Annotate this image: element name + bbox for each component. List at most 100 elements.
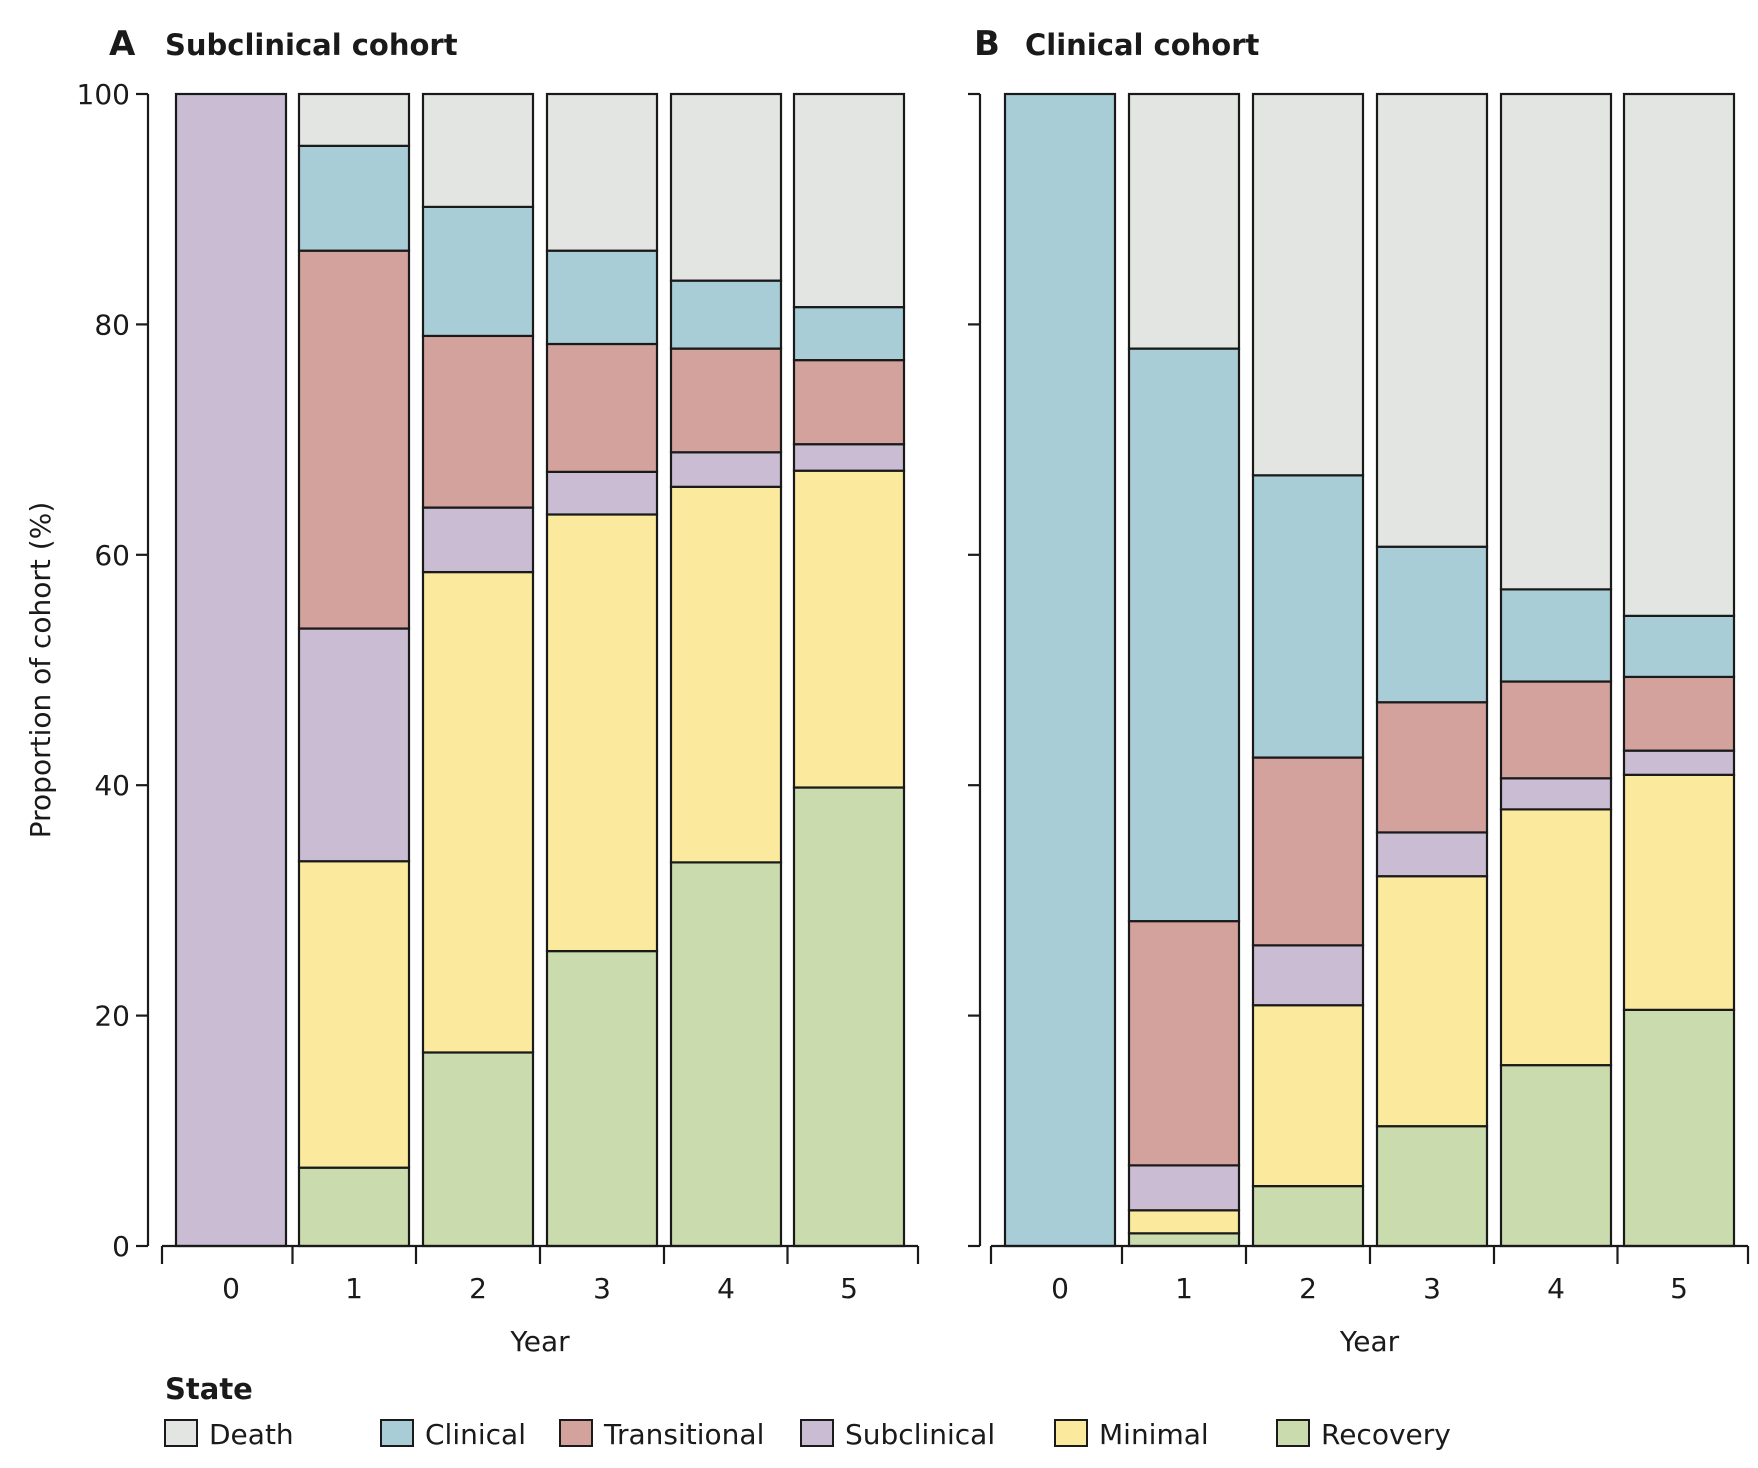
bar-segment-minimal-4 [669,485,783,864]
x-tick-label-4: 4 [1547,1272,1565,1305]
bar-segment-minimal-2 [1251,1004,1365,1188]
bar-segment-clinical-2 [1251,474,1365,759]
bar-segment-recovery-3 [545,949,659,1248]
bar-segment-clinical-2 [421,205,535,338]
legend-label-death: Death [209,1418,294,1451]
legend-swatch-clinical [380,1419,414,1447]
y-tick-label-100: 100 [77,78,130,111]
y-axis-title: Proportion of cohort (%) [24,502,57,839]
bar-segment-subclinical-0 [174,92,288,1248]
bar-segment-clinical-3 [1375,545,1489,704]
bar-segment-transitional-3 [545,342,659,473]
panel-b: B Clinical cohort 0 1 2 3 4 5 Year [968,24,1750,1358]
legend-swatch-recovery [1276,1419,1310,1447]
bar-segment-minimal-2 [421,570,535,1054]
bar-segment-clinical-4 [669,279,783,350]
bar-segment-death-3 [545,92,659,252]
bar-segment-death-1 [297,92,411,147]
bar-segment-death-4 [669,92,783,282]
bar-segment-recovery-2 [421,1051,535,1248]
x-tick-label-4: 4 [717,1272,735,1305]
legend-label-minimal: Minimal [1099,1418,1209,1451]
bar-segment-minimal-5 [1622,773,1736,1011]
x-axis-title: Year [1339,1325,1400,1358]
legend-label-clinical: Clinical [425,1418,526,1451]
y-tick-label-0: 0 [112,1230,130,1263]
bar-segment-clinical-4 [1499,588,1613,683]
legend-label-recovery: Recovery [1321,1418,1451,1451]
legend-label-subclinical: Subclinical [845,1418,995,1451]
x-axis-title: Year [509,1325,570,1358]
bar-segment-clinical-1 [1127,347,1241,923]
bar-segment-transitional-4 [669,347,783,454]
bar-segment-transitional-2 [1251,756,1365,947]
legend-swatch-minimal [1054,1419,1088,1447]
bar-segment-death-5 [792,92,906,309]
bar-segment-clinical-5 [1622,614,1736,679]
bar-segment-death-5 [1622,92,1736,617]
bar-segment-transitional-1 [297,249,411,630]
legend-swatch-death [164,1419,198,1447]
bar-segment-minimal-3 [1375,875,1489,1128]
bar-segment-transitional-2 [421,334,535,509]
legend-swatch-transitional [559,1419,593,1447]
x-tick-label-2: 2 [469,1272,487,1305]
bar-segment-minimal-1 [1127,1209,1241,1235]
legend-label-transitional: Transitional [603,1418,764,1451]
bar-segment-recovery-4 [1499,1064,1613,1248]
bar-segment-recovery-4 [669,861,783,1248]
x-tick-label-0: 0 [1051,1272,1069,1305]
bar-segment-transitional-3 [1375,701,1489,834]
bar-segment-transitional-5 [1622,675,1736,752]
bar-segment-recovery-5 [792,786,906,1248]
bar-segment-recovery-5 [1622,1008,1736,1248]
bar-segment-minimal-5 [792,469,906,789]
bar-segment-recovery-1 [297,1166,411,1248]
bar-segment-subclinical-1 [297,627,411,863]
bar-segment-clinical-3 [545,249,659,346]
x-tick-label-2: 2 [1299,1272,1317,1305]
bar-segment-transitional-4 [1499,680,1613,780]
x-tick-label-0: 0 [222,1272,240,1305]
bar-segment-subclinical-4 [669,451,783,488]
bar-segment-recovery-1 [1127,1232,1241,1248]
bar-segment-transitional-1 [1127,920,1241,1167]
bar-segment-recovery-2 [1251,1184,1365,1248]
bar-segment-subclinical-3 [1375,831,1489,878]
bar-segment-death-2 [1251,92,1365,477]
bar-segment-subclinical-3 [545,470,659,516]
bar-segment-clinical-1 [297,144,411,252]
bar-segment-clinical-5 [792,306,906,362]
bar-segment-minimal-3 [545,513,659,953]
bar-segment-death-2 [421,92,535,208]
x-tick-label-3: 3 [1423,1272,1441,1305]
bar-segment-transitional-5 [792,359,906,446]
legend-title: State [165,1372,253,1406]
x-tick-label-1: 1 [345,1272,363,1305]
bar-segment-subclinical-2 [1251,944,1365,1007]
bar-segment-recovery-3 [1375,1125,1489,1248]
bar-segment-subclinical-1 [1127,1164,1241,1212]
y-tick-label-80: 80 [94,308,130,341]
x-tick-label-1: 1 [1175,1272,1193,1305]
bar-segment-minimal-1 [297,860,411,1169]
bar-segment-death-1 [1127,92,1241,350]
bar-segment-death-4 [1499,92,1613,591]
bar-segment-subclinical-2 [421,506,535,574]
y-tick-label-20: 20 [94,1000,130,1033]
legend: State Death Clinical Transitional Subclinica… [164,1372,1451,1451]
panel-letter: A [109,24,136,64]
panel-a: A Subclinical cohort 0 20 40 60 80 100 0 1 2 3 4 5 Yea… [24,24,920,1358]
y-tick-label-60: 60 [94,539,130,572]
x-tick-label-3: 3 [593,1272,611,1305]
bar-segment-minimal-4 [1499,808,1613,1067]
chart-title: Subclinical cohort [165,28,458,62]
bar-segment-subclinical-4 [1499,777,1613,811]
chart-title: Clinical cohort [1025,28,1260,62]
bar-segment-clinical-0 [1003,92,1117,1248]
bar-segment-subclinical-5 [1622,749,1736,776]
panel-letter: B [974,24,1000,64]
x-tick-label-5: 5 [840,1272,858,1305]
x-tick-label-5: 5 [1670,1272,1688,1305]
